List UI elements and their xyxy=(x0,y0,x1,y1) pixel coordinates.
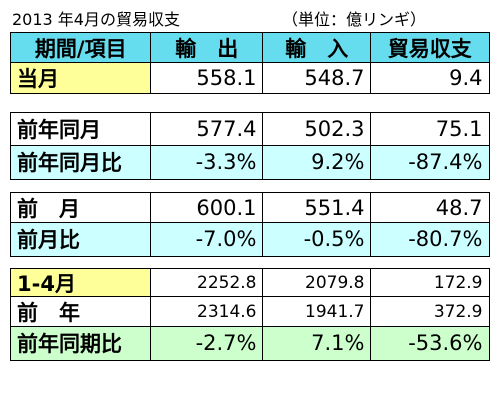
value-cell: 2252.8 xyxy=(150,268,264,298)
title: 2013 年4月の貿易収支 xyxy=(12,10,180,29)
value-cell: 1941.7 xyxy=(262,296,372,328)
row-label: 前年同期比 xyxy=(10,326,152,361)
header-cell: 貿易収支 xyxy=(370,32,490,64)
header-cell: 輸 出 xyxy=(150,32,264,64)
value-cell: -0.5% xyxy=(262,222,372,257)
value-cell: 548.7 xyxy=(262,62,372,94)
value-cell: -3.3% xyxy=(150,145,264,180)
value-cell: 502.3 xyxy=(262,112,372,147)
value-cell: 372.9 xyxy=(370,296,490,328)
unit: （単位：億リンギ） xyxy=(282,10,427,29)
row-label: 前 年 xyxy=(10,296,152,328)
row-label: 前年同月比 xyxy=(10,145,152,180)
row-label: 前年同月 xyxy=(10,112,152,147)
row-label: 前月比 xyxy=(10,222,152,257)
row-label: 1-4月 xyxy=(10,268,152,298)
row-label: 当月 xyxy=(10,62,152,94)
value-cell: 600.1 xyxy=(150,192,264,224)
value-cell: -7.0% xyxy=(150,222,264,257)
value-cell: 2079.8 xyxy=(262,268,372,298)
value-cell: -53.6% xyxy=(370,326,490,361)
value-cell: 172.9 xyxy=(370,268,490,298)
value-cell: -2.7% xyxy=(150,326,264,361)
value-cell: 9.2% xyxy=(262,145,372,180)
header-cell: 期間/項目 xyxy=(10,32,152,64)
value-cell: 577.4 xyxy=(150,112,264,147)
header-cell: 輸 入 xyxy=(262,32,372,64)
value-cell: 9.4 xyxy=(370,62,490,94)
value-cell: 551.4 xyxy=(262,192,372,224)
value-cell: 48.7 xyxy=(370,192,490,224)
row-label: 前 月 xyxy=(10,192,152,224)
value-cell: -80.7% xyxy=(370,222,490,257)
value-cell: 7.1% xyxy=(262,326,372,361)
value-cell: 2314.6 xyxy=(150,296,264,328)
value-cell: -87.4% xyxy=(370,145,490,180)
value-cell: 558.1 xyxy=(150,62,264,94)
value-cell: 75.1 xyxy=(370,112,490,147)
